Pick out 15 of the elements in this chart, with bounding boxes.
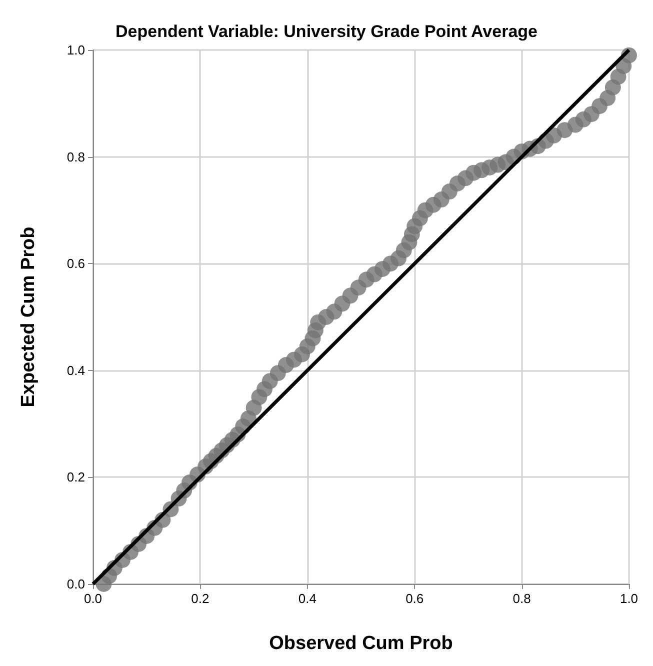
x-tick-label: 0.8	[512, 591, 531, 606]
y-tick-label: 0.2	[66, 470, 85, 485]
chart-title: Dependent Variable: University Grade Point Average	[116, 22, 538, 41]
y-tick-label: 0.4	[66, 362, 85, 378]
y-tick-label: 1.0	[66, 42, 85, 58]
x-axis-title: Observed Cum Prob	[269, 633, 453, 654]
x-tick-label: 0.4	[298, 591, 316, 606]
x-tick-label: 1.0	[620, 591, 638, 606]
x-tick-label: 0.2	[191, 591, 210, 606]
y-tick-label: 0.0	[66, 576, 85, 592]
y-tick-label: 0.8	[66, 149, 85, 164]
x-tick-label: 0.0	[84, 591, 102, 606]
y-axis-title: Expected Cum Prob	[18, 226, 39, 408]
y-tick-label: 0.6	[66, 256, 85, 272]
x-tick-label: 0.6	[406, 591, 424, 606]
